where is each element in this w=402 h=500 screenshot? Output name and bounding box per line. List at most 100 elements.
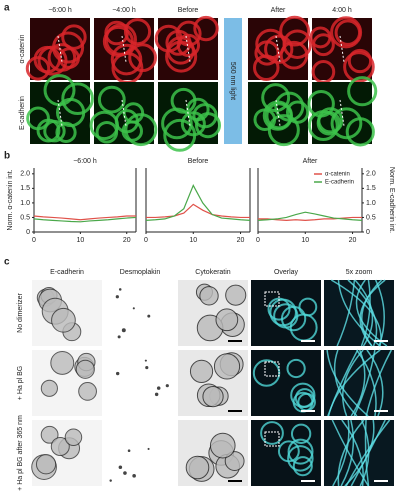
cell [36,118,61,143]
y-tick-label: 2.0 [366,171,376,178]
zoom-box [264,291,280,307]
micrograph [105,420,175,486]
profile-line [339,99,345,127]
time-label: −6:00 h [48,7,72,14]
x-tick-label: 0 [32,237,36,244]
cell [89,110,120,141]
cell [264,34,294,64]
cell [35,454,57,475]
speckle [156,386,161,390]
cell [286,358,306,379]
subplot-title: −6:00 h [73,158,97,165]
cell [269,298,297,327]
speckle [115,295,119,299]
cell [43,74,76,107]
x-tick-label: 10 [301,237,309,244]
y-tick-label: 2.0 [20,171,30,178]
y-tick-label: 1.0 [20,200,30,207]
cell [277,440,300,463]
panel-label: a [4,3,10,14]
speckle [144,359,147,362]
cell [78,382,97,401]
speckle [147,447,150,450]
time-label: −4:00 h [112,7,136,14]
cell [280,305,307,332]
fiber [333,349,358,417]
cell [97,85,126,114]
y-tick-label: 0 [366,229,370,236]
speckle [165,384,169,388]
x-tick-label: 10 [76,237,84,244]
fiber [331,419,370,487]
cell [267,297,291,321]
cell [64,428,83,447]
cell [215,308,239,332]
cell [104,23,137,56]
subplot-title: After [303,158,318,165]
speckle [118,465,123,470]
y-tick-label: 0 [26,229,30,236]
cell [52,31,85,64]
speckle [132,474,136,478]
time-label: Before [178,7,199,14]
speckle [127,449,131,453]
x-tick-label: 20 [237,237,245,244]
profile-line [121,99,127,127]
speckle [123,471,127,475]
cell [185,455,210,480]
cell [47,43,77,72]
micrograph [105,280,175,346]
fiber [361,279,383,347]
fiber [356,349,377,417]
cell [50,436,70,456]
row-label: No dimerizer [17,292,24,332]
cell [279,15,311,47]
column-label: Overlay [274,269,299,276]
cell [43,119,66,143]
fiber [353,349,376,417]
cell [95,120,119,144]
cell [209,432,236,459]
cell [166,36,195,65]
cell [189,359,214,383]
cell [290,423,312,444]
cell [347,48,373,74]
y-tick-label: 0.5 [20,214,30,221]
cell [213,353,241,380]
cell [224,451,245,471]
cell [260,421,284,445]
row-label: E-cadherin [19,96,26,130]
light-label: 560 nm light [229,62,236,100]
cell [330,16,363,49]
y-tick-label: 0.5 [366,214,376,221]
cell [285,100,310,124]
series-line [145,184,251,221]
cell [193,15,219,42]
speckle [109,479,112,482]
x-tick-label: 0 [256,237,260,244]
cell [202,385,224,408]
profile-line [275,99,281,127]
fiber [366,349,384,417]
x-tick-label: 20 [349,237,357,244]
cell [104,20,129,46]
speckle [145,366,149,370]
cell [40,425,59,444]
light-bar [224,18,242,144]
fiber [337,419,365,487]
cell [199,286,219,306]
cell [347,76,378,107]
speckle [147,314,151,318]
legend-label: E-cadherin [325,180,354,186]
column-label: Desmoplakin [120,269,161,276]
cell [225,284,247,306]
profile-line [57,35,63,63]
y-tick-label: 1.5 [366,185,376,192]
fiber [337,279,381,347]
micrograph [251,280,321,346]
column-label: Cytokeratin [195,269,231,276]
profile-line [121,35,127,63]
speckle [117,335,121,339]
cell [343,51,375,83]
